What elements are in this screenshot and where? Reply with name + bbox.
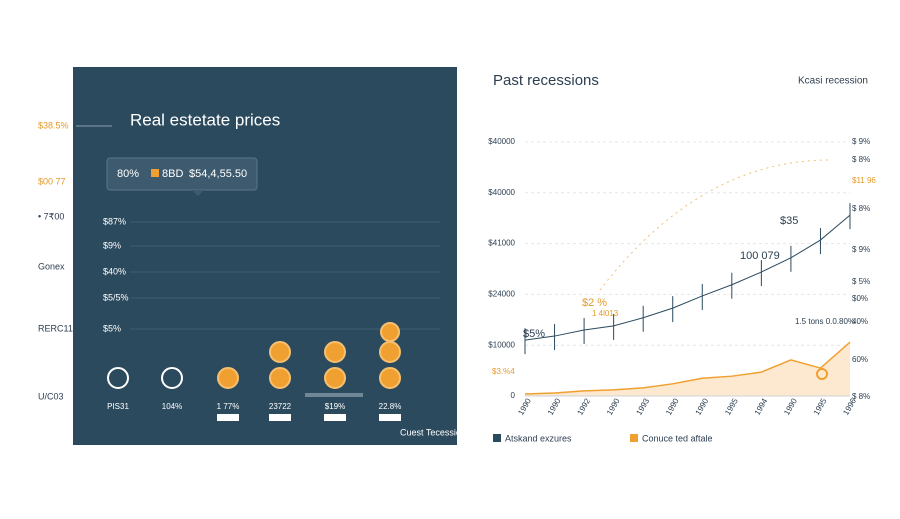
tooltip-tag: 8BD — [162, 168, 183, 180]
outer-label: • 7₹00 — [38, 211, 64, 221]
item-label: PIS31 — [107, 402, 129, 411]
outer-label: RERC11 — [38, 323, 73, 333]
row-label: $87% — [103, 216, 126, 226]
dotted-arc — [599, 159, 831, 291]
panel-footer: Cuest Tecession — [400, 427, 466, 437]
chart-title: Past recessions — [493, 72, 599, 89]
annotation: 1 4l013 — [592, 309, 619, 318]
right-label: $11 96 — [852, 176, 876, 185]
series-line — [524, 214, 851, 341]
item-bar — [305, 393, 363, 397]
area — [525, 342, 850, 396]
legend-label: Atskand exzures — [505, 433, 572, 443]
item-icon — [324, 367, 346, 389]
legend-swatch — [630, 434, 638, 442]
tooltip-value: $54,4,55.50 — [189, 168, 247, 180]
item-base — [269, 414, 291, 421]
y-tick-label: $40000 — [488, 137, 515, 146]
right-label: $ 5% — [852, 277, 870, 286]
y-tick-label: $24000 — [488, 290, 515, 299]
right-label: 60% — [852, 355, 868, 364]
item-icon — [161, 367, 183, 389]
marker — [816, 368, 828, 380]
annotation: $5% — [523, 328, 545, 340]
item-base — [379, 414, 401, 421]
annotation: $35 — [780, 215, 798, 227]
y-tick-label: $40000 — [488, 188, 515, 197]
item-base — [324, 414, 346, 421]
item-icon — [269, 367, 291, 389]
y-tick-label: $41000 — [488, 239, 515, 248]
row-label: $5% — [103, 323, 121, 333]
annotation: 100 079 — [740, 250, 780, 262]
tooltip — [106, 157, 258, 191]
row-label: $9% — [103, 240, 121, 250]
right-label: $ 9% — [852, 245, 870, 254]
item-label: $19% — [325, 402, 345, 411]
right-label: $0% — [852, 294, 868, 303]
annotation: 1.5 tons 0.0.80% — [795, 317, 855, 326]
right-label: $ 8% — [852, 392, 870, 401]
row-label: $5/5% — [103, 292, 129, 302]
item-label: 22.8% — [379, 402, 402, 411]
item-icon — [107, 367, 129, 389]
item-icon — [217, 367, 239, 389]
outer-label: U/C03 — [38, 391, 64, 401]
series-line — [524, 341, 851, 395]
legend-label: Conuce ted aftale — [642, 433, 713, 443]
panel-title: Real estetate prices — [130, 110, 280, 129]
chart-subtitle: Kcasi recession — [798, 76, 868, 87]
item-icon — [269, 341, 291, 363]
tooltip-swatch — [151, 169, 159, 177]
tooltip-arrow — [192, 190, 204, 196]
right-label: 40% — [852, 317, 868, 326]
outer-label: $38.5% — [38, 120, 69, 130]
item-icon — [324, 341, 346, 363]
row-label: $40% — [103, 266, 126, 276]
item-label: 104% — [162, 402, 182, 411]
y-tick-label: $10000 — [488, 340, 515, 349]
right-label: $ 9% — [852, 137, 870, 146]
annotation: $3.%4 — [492, 367, 515, 376]
annotation: $2 % — [582, 297, 607, 309]
right-label: $ 8% — [852, 155, 870, 164]
item-icon — [379, 341, 401, 363]
item-label: 1 77% — [217, 402, 240, 411]
item-icon — [380, 322, 400, 342]
tooltip-percent: 80% — [117, 168, 139, 180]
y-tick-label: 0 — [511, 391, 516, 400]
item-label: 23722 — [269, 402, 292, 411]
item-icon — [379, 367, 401, 389]
item-base — [217, 414, 239, 421]
outer-label: Gonex — [38, 261, 65, 271]
right-label: $ 8% — [852, 204, 870, 213]
legend-swatch — [493, 434, 501, 442]
outer-label: $00 77 — [38, 176, 66, 186]
